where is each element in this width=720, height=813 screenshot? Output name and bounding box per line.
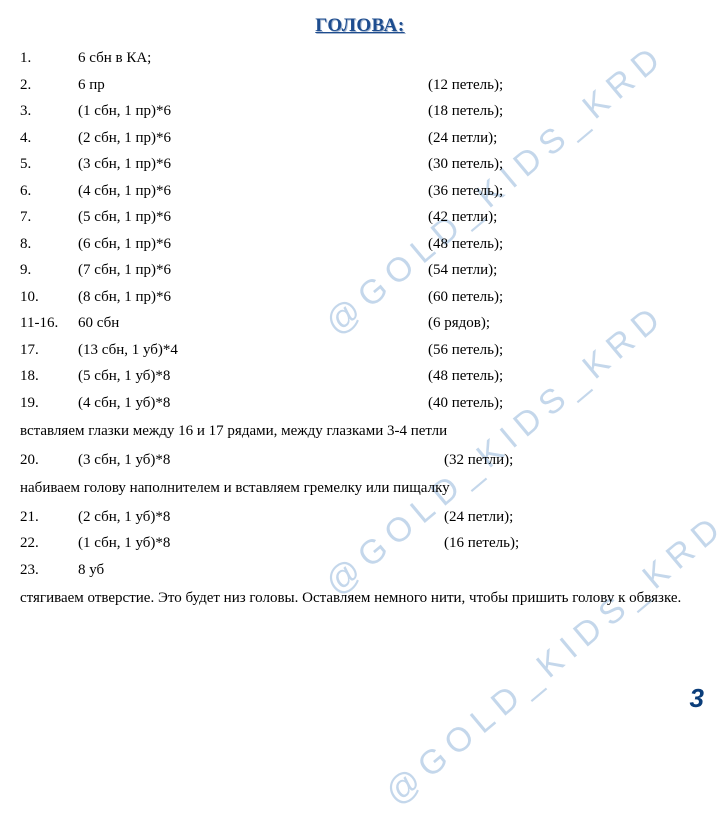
row-instruction: (4 сбн, 1 уб)*8 xyxy=(78,396,428,411)
page-number: 3 xyxy=(690,683,704,714)
row-instruction: (6 сбн, 1 пр)*6 xyxy=(78,237,428,252)
row-number: 23. xyxy=(20,563,78,578)
row-instruction: (2 сбн, 1 пр)*6 xyxy=(78,131,428,146)
row-instruction: (13 сбн, 1 уб)*4 xyxy=(78,343,428,358)
row-number: 4. xyxy=(20,131,78,146)
pattern-row: 1.6 сбн в КА; xyxy=(20,51,700,66)
row-result: (36 петель); xyxy=(428,184,503,199)
page-title: ГОЛОВА: xyxy=(20,15,700,37)
row-number: 20. xyxy=(20,453,78,468)
pattern-rows: 21.(2 сбн, 1 уб)*8(24 петли); 22.(1 сбн, … xyxy=(20,510,700,578)
row-result: (24 петли); xyxy=(428,131,497,146)
pattern-row: 2.6 пр(12 петель); xyxy=(20,78,700,93)
pattern-row: 11-16.60 сбн(6 рядов); xyxy=(20,316,700,331)
row-number: 8. xyxy=(20,237,78,252)
note-insert-eyes: вставляем глазки между 16 и 17 рядами, м… xyxy=(20,422,700,442)
pattern-row: 5.(3 сбн, 1 пр)*6(30 петель); xyxy=(20,157,700,172)
row-result: (40 петель); xyxy=(428,396,503,411)
row-result: (48 петель); xyxy=(428,369,503,384)
row-instruction: (8 сбн, 1 пр)*6 xyxy=(78,290,428,305)
pattern-row: 9.(7 сбн, 1 пр)*6(54 петли); xyxy=(20,263,700,278)
row-result: (12 петель); xyxy=(428,78,503,93)
row-result: (32 петли); xyxy=(428,453,513,468)
row-result: (42 петли); xyxy=(428,210,497,225)
pattern-row: 19.(4 сбн, 1 уб)*8(40 петель); xyxy=(20,396,700,411)
row-number: 3. xyxy=(20,104,78,119)
pattern-row: 8.(6 сбн, 1 пр)*6(48 петель); xyxy=(20,237,700,252)
note-close-hole: стягиваем отверстие. Это будет низ голов… xyxy=(20,589,700,609)
pattern-row: 22.(1 сбн, 1 уб)*8(16 петель); xyxy=(20,536,700,551)
pattern-row: 3.(1 сбн, 1 пр)*6(18 петель); xyxy=(20,104,700,119)
row-result: (18 петель); xyxy=(428,104,503,119)
row-result: (30 петель); xyxy=(428,157,503,172)
pattern-row: 23.8 уб xyxy=(20,563,700,578)
pattern-rows: 20.(3 сбн, 1 уб)*8(32 петли); xyxy=(20,453,700,468)
row-result: (60 петель); xyxy=(428,290,503,305)
row-number: 10. xyxy=(20,290,78,305)
document-content: ГОЛОВА: 1.6 сбн в КА;2.6 пр(12 петель);3… xyxy=(20,15,700,609)
row-instruction: 60 сбн xyxy=(78,316,428,331)
pattern-rows: 1.6 сбн в КА;2.6 пр(12 петель);3.(1 сбн,… xyxy=(20,51,700,411)
pattern-row: 18.(5 сбн, 1 уб)*8(48 петель); xyxy=(20,369,700,384)
row-instruction: (3 сбн, 1 уб)*8 xyxy=(78,453,428,468)
row-number: 6. xyxy=(20,184,78,199)
row-instruction: 6 пр xyxy=(78,78,428,93)
row-result: (54 петли); xyxy=(428,263,497,278)
row-instruction: 6 сбн в КА; xyxy=(78,51,428,66)
row-instruction: (7 сбн, 1 пр)*6 xyxy=(78,263,428,278)
row-result: (56 петель); xyxy=(428,343,503,358)
row-result: (16 петель); xyxy=(428,536,519,551)
row-instruction: (2 сбн, 1 уб)*8 xyxy=(78,510,428,525)
pattern-row: 7.(5 сбн, 1 пр)*6(42 петли); xyxy=(20,210,700,225)
row-instruction: (5 сбн, 1 пр)*6 xyxy=(78,210,428,225)
row-number: 21. xyxy=(20,510,78,525)
note-stuff-head: набиваем голову наполнителем и вставляем… xyxy=(20,479,700,499)
row-instruction: (5 сбн, 1 уб)*8 xyxy=(78,369,428,384)
row-number: 19. xyxy=(20,396,78,411)
row-instruction: (1 сбн, 1 уб)*8 xyxy=(78,536,428,551)
row-number: 11-16. xyxy=(20,316,78,331)
row-instruction: (1 сбн, 1 пр)*6 xyxy=(78,104,428,119)
row-instruction: (4 сбн, 1 пр)*6 xyxy=(78,184,428,199)
row-number: 17. xyxy=(20,343,78,358)
pattern-row: 4.(2 сбн, 1 пр)*6(24 петли); xyxy=(20,131,700,146)
pattern-row: 17.(13 сбн, 1 уб)*4(56 петель); xyxy=(20,343,700,358)
row-instruction: 8 уб xyxy=(78,563,428,578)
row-number: 7. xyxy=(20,210,78,225)
row-result: (24 петли); xyxy=(428,510,513,525)
row-number: 22. xyxy=(20,536,78,551)
row-number: 5. xyxy=(20,157,78,172)
row-instruction: (3 сбн, 1 пр)*6 xyxy=(78,157,428,172)
pattern-row: 6.(4 сбн, 1 пр)*6(36 петель); xyxy=(20,184,700,199)
row-number: 9. xyxy=(20,263,78,278)
row-result: (48 петель); xyxy=(428,237,503,252)
pattern-row: 21.(2 сбн, 1 уб)*8(24 петли); xyxy=(20,510,700,525)
row-result: (6 рядов); xyxy=(428,316,490,331)
row-number: 18. xyxy=(20,369,78,384)
pattern-row: 10.(8 сбн, 1 пр)*6(60 петель); xyxy=(20,290,700,305)
pattern-row: 20.(3 сбн, 1 уб)*8(32 петли); xyxy=(20,453,700,468)
row-number: 2. xyxy=(20,78,78,93)
row-number: 1. xyxy=(20,51,78,66)
